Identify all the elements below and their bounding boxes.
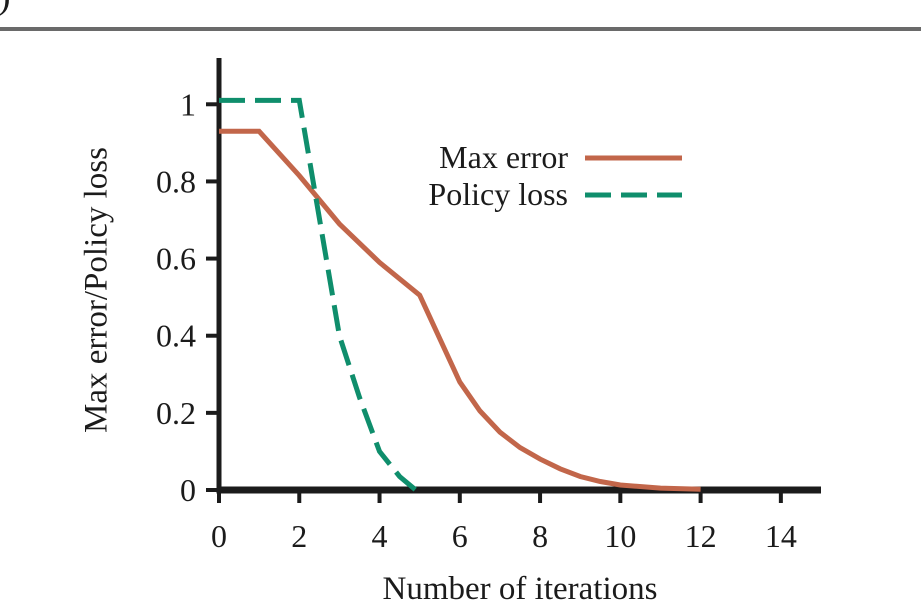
x-tick-label: 14 bbox=[765, 518, 797, 554]
legend-label-policy-loss: Policy loss bbox=[428, 176, 568, 212]
x-tick-label: 4 bbox=[372, 518, 388, 554]
legend-swatch-policy-loss-line bbox=[585, 192, 682, 197]
y-tick-label: 0.4 bbox=[156, 318, 196, 354]
legend-swatch-max-error-line bbox=[585, 155, 682, 160]
x-tick-label: 12 bbox=[685, 518, 717, 554]
y-tick-label: 1 bbox=[180, 86, 196, 122]
series-line-policy-loss bbox=[219, 97, 418, 492]
legend: Max error Policy loss bbox=[398, 139, 682, 213]
x-tick-label: 8 bbox=[532, 518, 548, 554]
corner-text-fragment: ) bbox=[0, 0, 11, 18]
x-tick-label: 2 bbox=[291, 518, 307, 554]
x-tick-label: 10 bbox=[604, 518, 636, 554]
y-tick-label: 0.2 bbox=[156, 395, 196, 431]
x-tick-label: 6 bbox=[452, 518, 468, 554]
y-tick-label: 0.8 bbox=[156, 163, 196, 199]
y-tick-label: 0.6 bbox=[156, 241, 196, 277]
x-axis-title: Number of iterations bbox=[382, 571, 658, 607]
y-tick-label: 0 bbox=[180, 472, 196, 508]
y-axis-title: Max error/Policy loss bbox=[78, 147, 115, 433]
x-tick-label: 0 bbox=[211, 518, 227, 554]
legend-item-max-error: Max error bbox=[398, 139, 682, 176]
legend-label-max-error: Max error bbox=[439, 139, 568, 175]
legend-item-policy-loss: Policy loss bbox=[398, 176, 682, 213]
top-rule bbox=[0, 27, 921, 31]
series-line-max-error bbox=[219, 128, 701, 492]
